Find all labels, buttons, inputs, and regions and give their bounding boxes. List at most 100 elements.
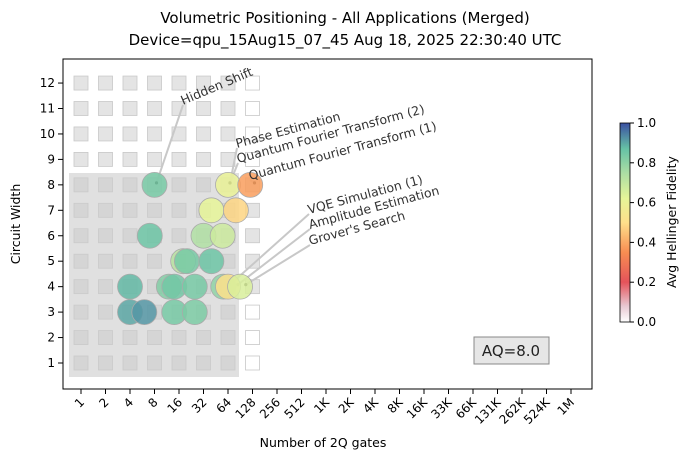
grid-cell bbox=[196, 101, 211, 116]
data-point bbox=[215, 171, 241, 198]
colorbar-ticks: 0.0 0.2 0.4 0.6 0.8 1.0 bbox=[630, 116, 656, 329]
y-tick-label: 5 bbox=[47, 254, 55, 268]
grid-cell bbox=[245, 101, 260, 116]
grid-cell bbox=[98, 101, 113, 116]
y-tick-label: 2 bbox=[47, 331, 55, 345]
grid-cell bbox=[196, 75, 211, 91]
x-tick-label: 131K bbox=[472, 394, 504, 426]
x-tick-label: 32 bbox=[189, 395, 210, 416]
grid-cell bbox=[98, 126, 113, 142]
annotation-line bbox=[229, 213, 310, 286]
x-tick-label: 512 bbox=[282, 395, 308, 421]
aq-label: AQ=8.0 bbox=[482, 342, 540, 360]
grid-cell bbox=[73, 151, 89, 167]
data-points bbox=[117, 171, 264, 326]
grid-cell bbox=[147, 126, 162, 142]
y-tick-label: 10 bbox=[40, 127, 55, 141]
y-tick-label: 12 bbox=[40, 76, 55, 90]
x-tick-label: 8 bbox=[145, 395, 160, 410]
y-tick-label: 7 bbox=[47, 203, 55, 217]
grid-cell bbox=[147, 151, 162, 167]
grid-cell bbox=[147, 101, 162, 116]
x-tick-label: 128 bbox=[233, 395, 259, 421]
colorbar-tick-label: 0.6 bbox=[637, 196, 656, 210]
x-tick-label: 524K bbox=[521, 394, 553, 426]
colorbar-tick-label: 0.4 bbox=[637, 235, 656, 249]
data-point bbox=[222, 197, 249, 224]
colorbar-tick-label: 0.0 bbox=[637, 315, 656, 329]
grid-cell bbox=[147, 75, 162, 91]
x-tick-label: 16 bbox=[164, 395, 185, 416]
x-tick-label: 256 bbox=[257, 395, 283, 421]
x-tick-label: 64 bbox=[213, 395, 234, 416]
aq-box: AQ=8.0 bbox=[473, 336, 550, 365]
y-axis-label: Circuit Width bbox=[8, 184, 23, 265]
grid-cell bbox=[98, 75, 113, 91]
x-tick-label: 262K bbox=[496, 394, 528, 426]
grid-cell bbox=[73, 101, 89, 116]
chart-title-line2: Device=qpu_15Aug15_07_45 Aug 18, 2025 22… bbox=[129, 31, 562, 50]
grid-cell bbox=[171, 75, 187, 91]
x-tick-label: 2K bbox=[336, 394, 358, 416]
x-tick-label: 33K bbox=[428, 394, 455, 421]
y-tick-label: 3 bbox=[47, 305, 55, 319]
y-tick-label: 9 bbox=[47, 152, 55, 166]
grid-cell bbox=[245, 126, 260, 142]
data-point bbox=[198, 248, 225, 275]
data-point bbox=[136, 222, 163, 249]
grid-cell bbox=[245, 355, 260, 371]
x-tick-label: 16K bbox=[404, 394, 431, 421]
y-tick-label: 1 bbox=[47, 356, 55, 370]
grid-cell bbox=[73, 75, 89, 91]
grid-cell bbox=[245, 304, 260, 320]
grid-cell bbox=[220, 101, 236, 116]
colorbar: 0.0 0.2 0.4 0.6 0.8 1.0 Avg Hellinger Fidelit… bbox=[619, 116, 679, 329]
data-point bbox=[198, 197, 225, 224]
grid-cell bbox=[122, 75, 138, 91]
colorbar-tick-label: 0.2 bbox=[637, 275, 656, 289]
annotation-line bbox=[245, 244, 311, 286]
grid-cell bbox=[122, 126, 138, 142]
colorbar-label: Avg Hellinger Fidelity bbox=[664, 155, 679, 288]
x-axis-label: Number of 2Q gates bbox=[260, 435, 387, 450]
data-point bbox=[117, 273, 143, 300]
chart-title-line1: Volumetric Positioning - All Application… bbox=[160, 9, 529, 27]
grid-cell bbox=[196, 151, 211, 167]
grid-cell bbox=[171, 151, 187, 167]
x-tick-label: 8K bbox=[385, 394, 407, 416]
colorbar-tick-label: 1.0 bbox=[637, 116, 656, 130]
data-point bbox=[141, 171, 168, 198]
annotation-line bbox=[237, 228, 311, 286]
data-point bbox=[131, 299, 158, 326]
colorbar-tick-label: 0.8 bbox=[637, 156, 656, 170]
annotation-lines bbox=[154, 104, 311, 287]
grid-cell bbox=[196, 126, 211, 142]
grid-cell bbox=[245, 330, 260, 345]
grid-cell bbox=[245, 75, 260, 91]
x-tick-label: 1 bbox=[72, 395, 87, 410]
grid-cell bbox=[245, 151, 260, 167]
grid-cell bbox=[122, 151, 138, 167]
data-point bbox=[181, 299, 208, 326]
grid-cell bbox=[220, 126, 236, 142]
colorbar-gradient bbox=[619, 122, 631, 323]
x-tick-label: 2 bbox=[96, 395, 111, 410]
grid-cell bbox=[122, 101, 138, 116]
y-tick-label: 8 bbox=[47, 178, 55, 192]
grid-cell bbox=[220, 75, 236, 91]
y-tick-label: 6 bbox=[47, 229, 55, 243]
data-point bbox=[181, 273, 208, 300]
y-tick-label: 4 bbox=[47, 280, 55, 294]
plot-area-frame bbox=[62, 58, 593, 390]
x-tick-label: 1K bbox=[311, 394, 333, 416]
grid-cell bbox=[245, 228, 260, 244]
x-tick-label: 1M bbox=[554, 395, 577, 418]
x-tick-label: 4K bbox=[360, 394, 382, 416]
data-point bbox=[237, 171, 264, 198]
x-tick-label: 4 bbox=[121, 395, 136, 410]
data-point bbox=[227, 273, 253, 300]
grid-cell bbox=[171, 126, 187, 142]
